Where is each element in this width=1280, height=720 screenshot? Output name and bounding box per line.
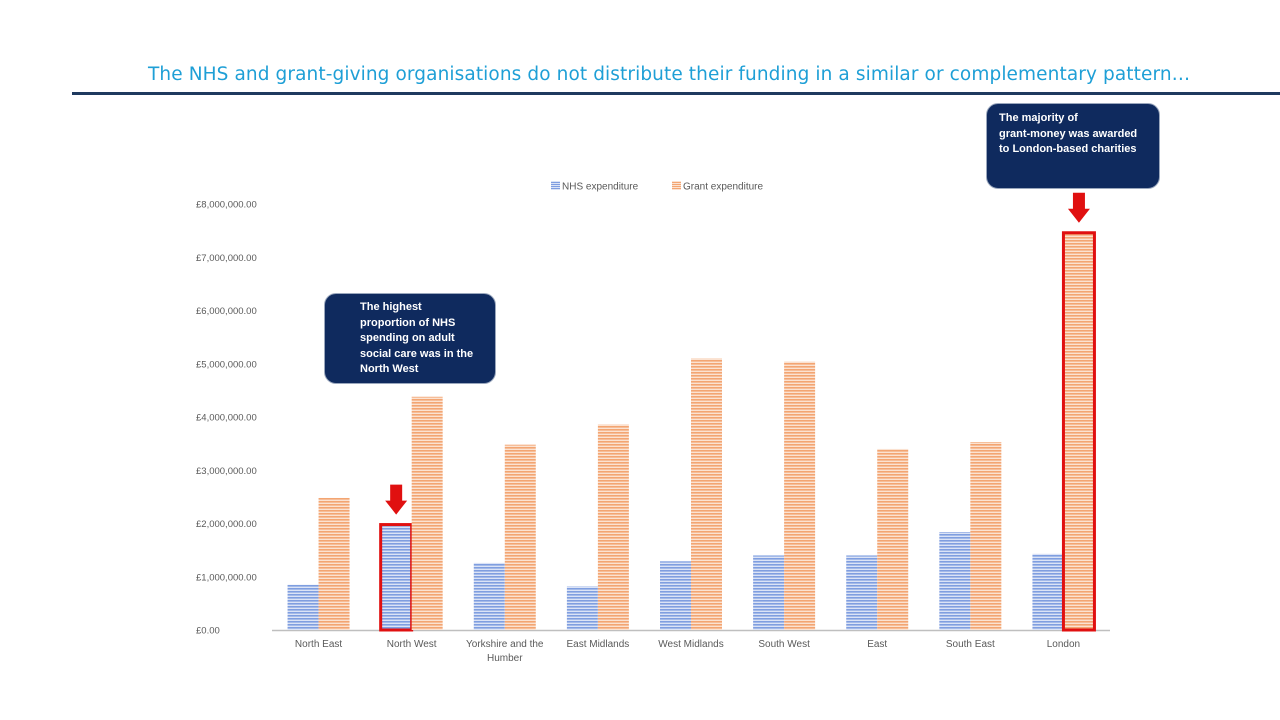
bar-grant bbox=[597, 424, 629, 630]
callout-line: grant-money was awarded bbox=[999, 127, 1138, 140]
title-divider bbox=[72, 92, 1280, 95]
bar-nhs bbox=[473, 562, 505, 630]
y-tick-label: £1,000,000.00 bbox=[196, 572, 257, 583]
callout-line: proportion of NHS bbox=[360, 316, 456, 329]
callout-north-west: The highest proportion of NHS spending o… bbox=[324, 293, 496, 384]
x-tick-label: South West bbox=[758, 639, 810, 650]
legend-label: Grant expenditure bbox=[683, 182, 763, 193]
bar-nhs bbox=[846, 555, 878, 630]
callout-london: The majority of grant-money was awarded … bbox=[986, 103, 1160, 189]
y-tick-label: £5,000,000.00 bbox=[196, 359, 257, 370]
bar-grant bbox=[877, 448, 909, 630]
bar-nhs bbox=[379, 523, 414, 632]
callout-line: to London-based charities bbox=[999, 143, 1137, 155]
x-tick-label: East bbox=[867, 639, 887, 650]
callout-line: The highest bbox=[360, 301, 422, 313]
bar-grant bbox=[318, 497, 350, 630]
bar-grant bbox=[970, 442, 1002, 630]
bars bbox=[287, 231, 1096, 632]
y-tick-label: £7,000,000.00 bbox=[196, 253, 257, 264]
bar-nhs bbox=[660, 561, 691, 630]
callout-line: spending on adult bbox=[360, 332, 455, 344]
callout-line: The majority of bbox=[999, 112, 1078, 124]
bar-nhs bbox=[1032, 553, 1064, 630]
bar-grant bbox=[784, 361, 816, 630]
y-tick-label: £6,000,000.00 bbox=[196, 306, 257, 317]
x-axis-labels: North East North West Yorkshire and the Hum… bbox=[295, 639, 1080, 664]
legend-label: NHS expenditure bbox=[562, 182, 639, 193]
x-tick-label: East Midlands bbox=[566, 639, 629, 650]
legend-swatch bbox=[551, 181, 560, 190]
bar-nhs bbox=[753, 555, 785, 630]
x-tick-label: North East bbox=[295, 639, 342, 650]
y-tick-label: £0.00 bbox=[196, 626, 220, 637]
arrow-down-icon bbox=[385, 484, 408, 515]
x-tick-label: London bbox=[1047, 639, 1080, 650]
x-tick-label: South East bbox=[946, 639, 995, 650]
x-tick-label: Humber bbox=[487, 653, 523, 664]
callout-line: social care was in the bbox=[360, 347, 474, 360]
bar-nhs bbox=[287, 584, 319, 630]
y-tick-label: £2,000,000.00 bbox=[196, 519, 257, 530]
bar-grant bbox=[691, 358, 722, 630]
x-tick-label: Yorkshire and the bbox=[466, 639, 544, 650]
callout-line: North West bbox=[360, 363, 419, 375]
bar-grant bbox=[411, 396, 443, 630]
legend: NHS expenditure Grant expenditure bbox=[551, 181, 763, 193]
y-tick-label: £4,000,000.00 bbox=[196, 413, 257, 424]
slide-title: The NHS and grant-giving organisations d… bbox=[148, 64, 1191, 85]
x-tick-label: North West bbox=[387, 639, 437, 650]
arrow-down-icon bbox=[1067, 192, 1090, 223]
legend-swatch bbox=[672, 181, 681, 190]
bar-nhs bbox=[939, 532, 971, 630]
bar-nhs bbox=[566, 586, 598, 630]
bar-grant bbox=[504, 444, 536, 630]
arrows bbox=[385, 192, 1090, 515]
bar-grant bbox=[1061, 231, 1096, 632]
x-tick-label: West Midlands bbox=[658, 639, 723, 650]
y-tick-label: £8,000,000.00 bbox=[196, 200, 257, 211]
y-tick-label: £3,000,000.00 bbox=[196, 466, 257, 477]
